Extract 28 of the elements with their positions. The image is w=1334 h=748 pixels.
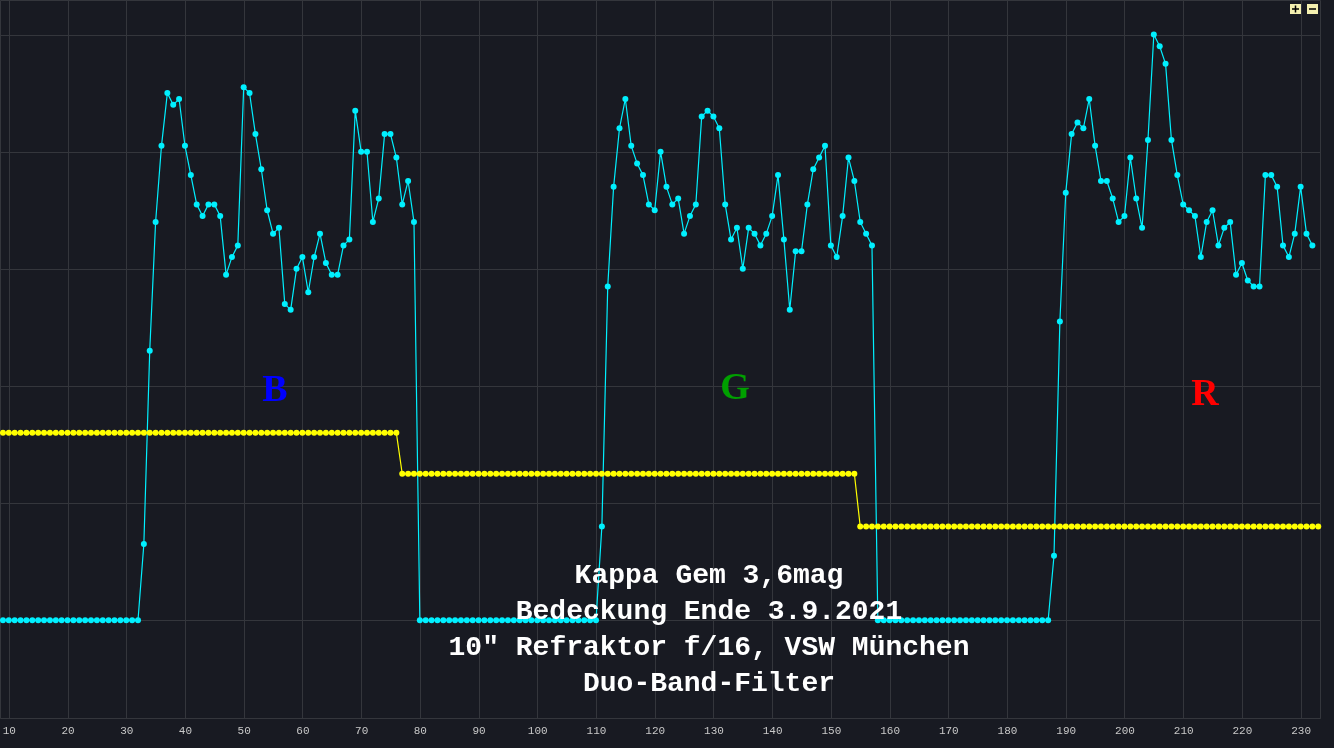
x-tick-label: 220 (1232, 724, 1253, 737)
x-tick-label: 140 (762, 724, 783, 737)
x-tick-label: 60 (296, 724, 310, 737)
x-tick-label: 80 (413, 724, 427, 737)
x-tick-label: 150 (821, 724, 842, 737)
x-tick-label: 160 (880, 724, 900, 737)
x-tick-label: 210 (1173, 724, 1194, 737)
text: Duo-Band-Filter (582, 668, 836, 699)
x-tick-label: 100 (527, 724, 548, 737)
x-tick-label: 20 (61, 724, 75, 737)
annotation: B (262, 367, 288, 409)
x-tick-label: 70 (355, 724, 369, 737)
x-tick-label: 50 (237, 724, 251, 737)
x-tick-label: 130 (704, 724, 724, 737)
annotation: G (720, 365, 750, 407)
x-tick-label: 40 (178, 724, 193, 737)
x-tick-label: 200 (1115, 724, 1135, 737)
x-tick-label: 180 (997, 724, 1018, 737)
x-tick-label: 120 (645, 724, 666, 737)
x-tick-label: 230 (1291, 724, 1312, 737)
x-tick-label: 90 (472, 724, 486, 737)
x-tick-label: 110 (586, 724, 607, 737)
x-tick-label: 30 (120, 724, 134, 737)
x-tick-label: 10 (2, 724, 16, 737)
text: 10" Refraktor f/16, VSW München (448, 632, 970, 663)
x-tick-label: 170 (938, 724, 959, 737)
x-tick-label: 190 (1056, 724, 1077, 737)
annotation: R (1191, 371, 1220, 413)
